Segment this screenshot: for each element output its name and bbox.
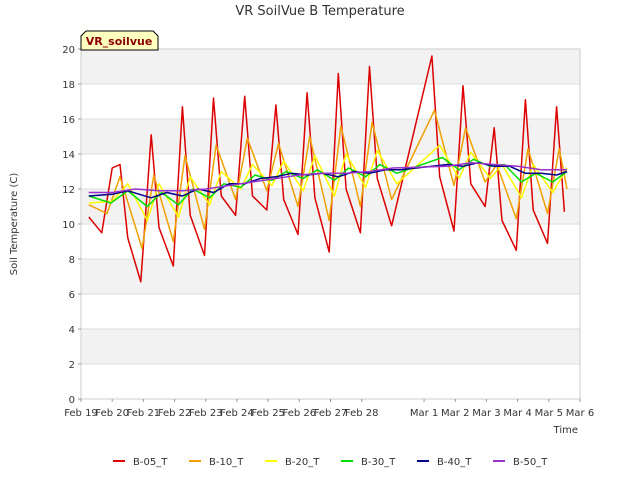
legend-item: B-05_T [113,457,168,468]
x-tick-label: Feb 26 [283,408,317,419]
x-tick-label: Mar 2 [441,408,469,419]
y-tick-label: 16 [62,115,75,126]
y-tick-label: 8 [69,255,75,266]
series-layer [88,55,568,283]
x-tick-label: Mar 5 [535,408,563,419]
grid-band [81,259,580,294]
legend-label: B-05_T [133,457,168,468]
legend-item: B-40_T [417,457,472,468]
y-tick-label: 10 [62,220,75,231]
x-tick-label: Feb 19 [64,408,98,419]
grid-band [81,119,580,154]
y-tick-label: 4 [69,325,75,336]
legend-item: B-50_T [493,457,548,468]
x-tick-label: Feb 27 [314,408,348,419]
chart-title: VR SoilVue B Temperature [235,4,404,19]
legend-label: B-40_T [437,457,472,468]
y-tick-label: 6 [69,290,75,301]
legend-label: B-20_T [285,457,320,468]
y-tick-label: 18 [62,80,75,91]
legend-item: B-10_T [189,457,244,468]
x-tick-label: Feb 21 [127,408,161,419]
legend-label: B-30_T [361,457,396,468]
series-line-b-10-t [88,109,568,250]
grid-band [81,49,580,84]
x-tick-label: Feb 20 [95,408,129,419]
x-tick-label: Mar 4 [503,408,531,419]
legend: B-05_T B-10_T B-20_T B-30_T B-40_T B-50_T [113,457,548,468]
series-line-b-50-t [88,161,567,194]
legend-label: B-10_T [209,457,244,468]
y-tick-label: 0 [69,395,75,406]
x-tick-label: Feb 25 [251,408,285,419]
x-tick-label: Mar 3 [472,408,500,419]
legend-label: B-50_T [513,457,548,468]
y-tick-label: 2 [69,360,75,371]
x-tick-label: Feb 22 [158,408,192,419]
legend-item: B-30_T [341,457,396,468]
y-tick-label: 14 [62,150,75,161]
y-axis-label: Soil Temperature (C) [9,173,20,276]
y-tick-label: 20 [62,45,75,56]
x-axis-label: Time [553,425,578,436]
x-tick-label: Mar 1 [410,408,438,419]
x-tick-label: Feb 24 [220,408,254,419]
series-line-b-20-t [88,144,568,222]
grid-band [81,329,580,364]
annotation-box: VR_soilvue [80,30,159,51]
x-tick-label: Feb 28 [345,408,379,419]
y-tick-label: 12 [62,185,75,196]
x-tick-label: Feb 23 [189,408,223,419]
legend-item: B-20_T [265,457,320,468]
x-tick-label: Mar 6 [566,408,594,419]
annotation-text: VR_soilvue [86,35,153,48]
